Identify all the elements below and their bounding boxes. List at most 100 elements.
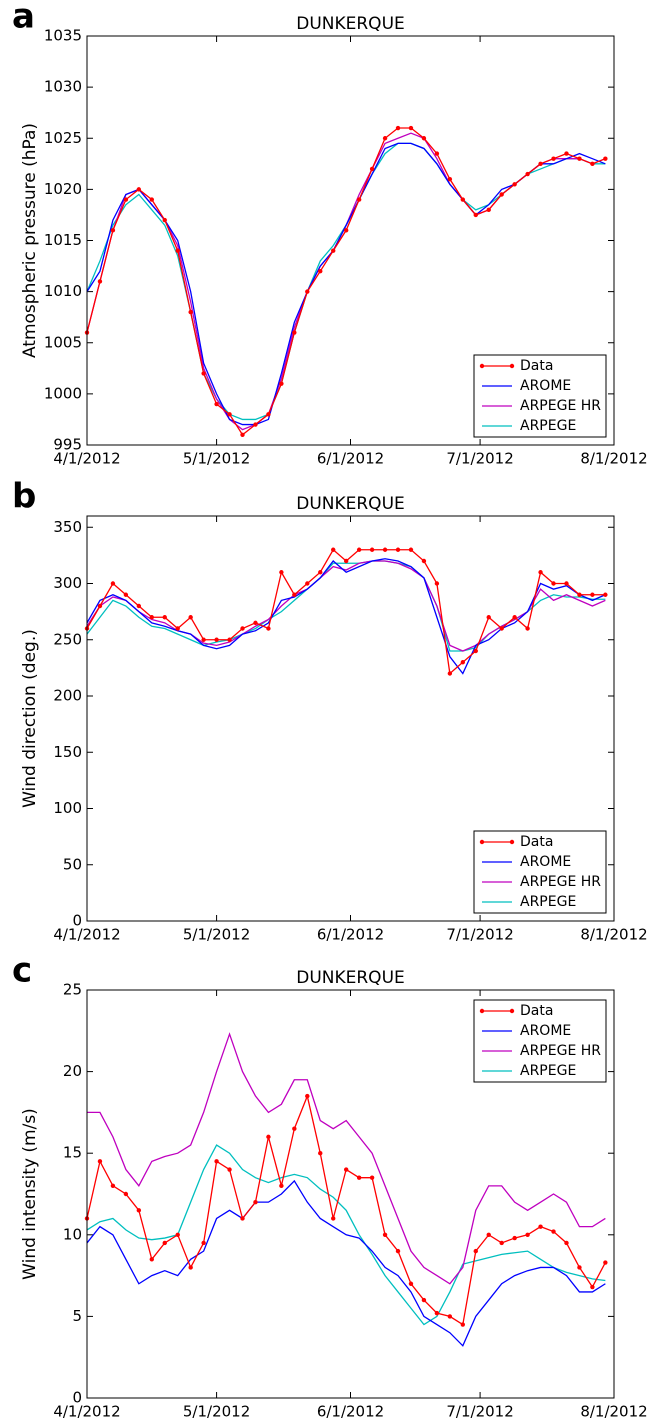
x-tick-label: 7/1/2012 xyxy=(446,1403,513,1418)
data-point xyxy=(123,1191,129,1197)
legend: Data AROME ARPEGE HR ARPEGE xyxy=(473,999,607,1083)
legend-marker xyxy=(509,839,515,845)
y-axis-label: Wind direction (deg.) xyxy=(20,629,40,808)
data-point xyxy=(369,166,375,172)
series-line xyxy=(86,558,606,675)
data-point xyxy=(266,626,271,631)
data-point xyxy=(421,136,427,141)
y-tick-label: 1035 xyxy=(44,27,82,45)
legend-label: Data xyxy=(520,358,553,374)
data-point xyxy=(97,1159,103,1164)
data-point xyxy=(253,422,258,427)
data-point xyxy=(382,547,388,552)
data-point xyxy=(395,547,401,552)
y-tick-label: 350 xyxy=(53,518,82,536)
data-point xyxy=(538,1224,543,1229)
data-point xyxy=(292,592,297,597)
data-point xyxy=(188,615,193,620)
data-point xyxy=(447,671,453,676)
x-tick-label: 5/1/2012 xyxy=(183,450,250,468)
data-point xyxy=(473,1248,478,1254)
data-point xyxy=(331,547,336,552)
legend-label: ARPEGE xyxy=(520,1063,576,1079)
y-tick-label: 1020 xyxy=(44,180,82,198)
legend-label: AROME xyxy=(520,378,571,394)
data-point xyxy=(214,637,219,642)
data-point xyxy=(551,1229,556,1234)
legend-label: ARPEGE HR xyxy=(520,398,601,414)
plot-frame xyxy=(86,515,615,922)
data-point xyxy=(603,592,608,597)
data-point xyxy=(382,1232,388,1238)
data-point xyxy=(512,1235,517,1241)
data-point xyxy=(292,330,297,335)
data-point xyxy=(421,1297,427,1303)
data-point xyxy=(408,1281,414,1286)
panel-label: a xyxy=(12,0,35,37)
chart-panel: b DUNKERQUE Wind direction (deg.) 0 50 100 150… xyxy=(12,477,648,944)
data-point xyxy=(305,581,310,586)
data-point xyxy=(486,1232,491,1238)
data-point xyxy=(473,648,478,654)
y-axis-label: Atmospheric pressure (hPa) xyxy=(20,123,40,358)
data-point xyxy=(149,1257,154,1262)
data-point xyxy=(318,1151,323,1156)
legend-box xyxy=(473,999,607,1083)
data-point xyxy=(408,547,414,552)
data-point xyxy=(486,615,491,620)
data-point xyxy=(318,570,323,575)
legend-marker xyxy=(479,1008,485,1014)
data-point xyxy=(473,212,478,218)
data-point xyxy=(564,581,569,586)
y-axis-label: Wind intensity (m/s) xyxy=(20,1108,40,1280)
data-point xyxy=(110,1183,116,1189)
data-point xyxy=(97,603,103,609)
plot-frame xyxy=(86,35,615,446)
data-point xyxy=(136,187,142,192)
data-point xyxy=(331,1216,336,1221)
legend-marker xyxy=(479,839,485,845)
data-point xyxy=(149,197,154,202)
data-point xyxy=(538,570,543,575)
data-point xyxy=(577,156,582,161)
data-point xyxy=(214,401,219,407)
data-point xyxy=(110,228,116,233)
chart-title: DUNKERQUE xyxy=(296,494,405,514)
data-point xyxy=(369,1175,375,1180)
data-point xyxy=(343,1167,349,1172)
legend-box xyxy=(473,830,607,914)
data-point xyxy=(201,371,206,376)
x-tick-label: 6/1/2012 xyxy=(317,1403,384,1418)
y-tick-label: 1030 xyxy=(44,78,82,96)
data-point xyxy=(408,125,414,131)
data-point xyxy=(175,248,180,253)
data-point xyxy=(266,412,271,417)
data-point xyxy=(136,1208,142,1213)
x-tick-label: 8/1/2012 xyxy=(580,926,647,944)
y-tick-label: 25 xyxy=(63,981,82,999)
data-point xyxy=(110,581,116,586)
data-point xyxy=(460,197,466,202)
x-tick-label: 4/1/2012 xyxy=(53,926,120,944)
data-point xyxy=(603,156,608,161)
data-point xyxy=(434,581,440,586)
legend: Data AROME ARPEGE HR ARPEGE xyxy=(473,354,607,438)
data-point xyxy=(590,592,595,597)
data-point xyxy=(395,1248,401,1254)
data-point xyxy=(499,192,504,197)
data-point xyxy=(175,1232,180,1238)
y-tick-label: 0 xyxy=(72,912,82,930)
panel-label: c xyxy=(12,951,32,991)
data-point xyxy=(292,1126,297,1131)
panel-label: b xyxy=(12,477,36,517)
data-point xyxy=(188,1265,193,1270)
data-point xyxy=(434,1310,440,1316)
data-point xyxy=(279,1183,284,1189)
data-point xyxy=(227,637,232,642)
data-point xyxy=(227,412,232,417)
y-tick-label: 995 xyxy=(53,436,82,454)
series-line xyxy=(86,560,606,652)
y-tick-label: 300 xyxy=(53,574,82,592)
chart-panel: a DUNKERQUE Atmospheric pressure (hPa) 995 1… xyxy=(12,0,648,468)
